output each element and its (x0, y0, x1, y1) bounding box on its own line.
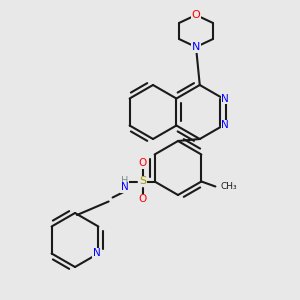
Text: N: N (92, 248, 100, 259)
Text: N: N (121, 182, 128, 193)
Text: CH₃: CH₃ (220, 182, 237, 191)
Text: O: O (139, 194, 147, 205)
Text: N: N (192, 42, 200, 52)
Text: N: N (221, 94, 229, 103)
Text: S: S (139, 176, 146, 187)
Text: O: O (139, 158, 147, 169)
Text: H: H (121, 176, 128, 185)
Text: O: O (192, 10, 200, 20)
Text: N: N (221, 121, 229, 130)
